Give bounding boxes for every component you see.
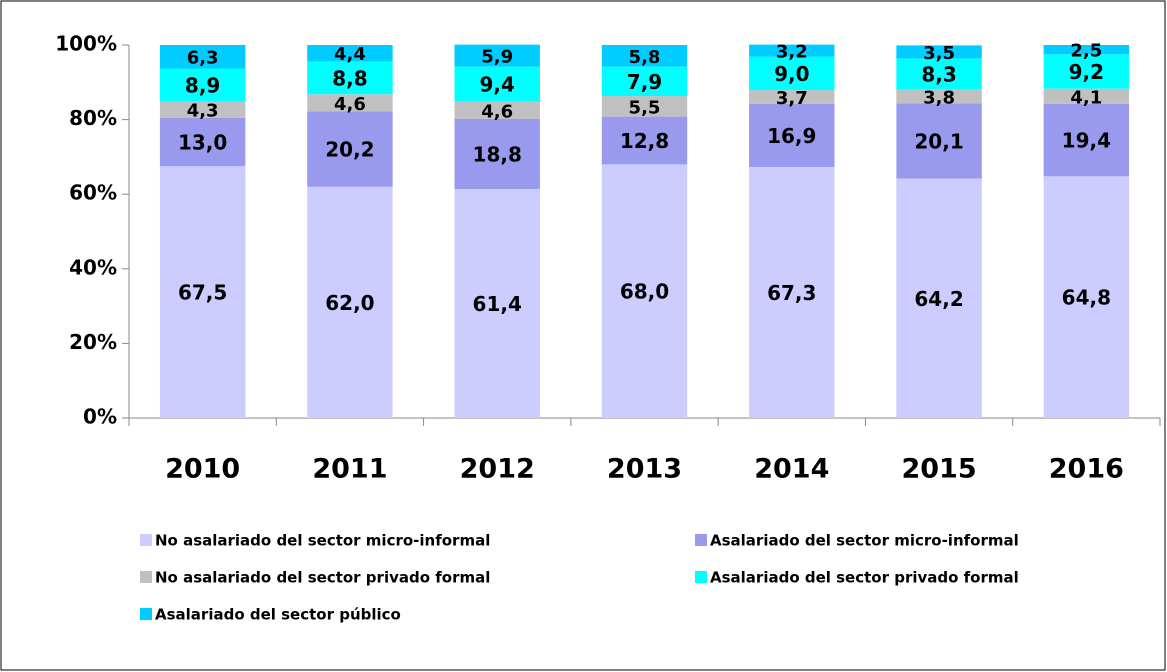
bar-segment [601, 45, 688, 67]
bar-segment [749, 44, 835, 57]
value-label: 5,8 [629, 47, 661, 68]
legend-label: Asalariado del sector privado formal [710, 569, 1019, 587]
bar-segment [159, 117, 246, 167]
bar-segment [1043, 54, 1130, 89]
legend-swatch [695, 571, 707, 583]
value-label: 64,2 [914, 287, 963, 311]
x-tick-label: 2010 [165, 454, 240, 485]
y-tick-label: 0% [83, 405, 117, 429]
value-label: 12,8 [620, 129, 669, 153]
bar-segment [454, 118, 540, 189]
bar-segment [307, 111, 393, 187]
value-label: 68,0 [620, 280, 669, 304]
bar-segment [749, 90, 835, 104]
legend-swatch [140, 571, 152, 583]
value-label: 9,4 [479, 73, 514, 97]
bar-segment [601, 116, 688, 165]
value-label: 18,8 [473, 142, 522, 166]
value-label: 5,5 [629, 97, 661, 118]
bar-segment [749, 103, 835, 167]
bar-segment [1043, 88, 1130, 104]
value-label: 64,8 [1062, 286, 1111, 310]
value-label: 62,0 [325, 291, 374, 315]
legend-label: No asalariado del sector micro-informal [155, 532, 490, 550]
value-label: 3,7 [776, 88, 808, 109]
bar-segment [896, 89, 982, 104]
bar-segment [159, 101, 246, 118]
y-tick-label: 60% [69, 181, 117, 205]
bar-segment [307, 45, 393, 62]
value-label: 8,9 [185, 74, 220, 98]
x-tick-label: 2015 [901, 454, 976, 485]
x-tick-label: 2014 [754, 454, 829, 485]
y-tick-label: 80% [69, 106, 117, 130]
legend-swatch [140, 534, 152, 546]
x-tick-label: 2012 [460, 454, 535, 485]
value-label: 8,8 [332, 66, 367, 90]
bar-segment [159, 45, 246, 69]
value-label: 7,9 [627, 70, 662, 94]
x-tick-label: 2011 [312, 454, 387, 485]
bar-segment [307, 186, 393, 418]
value-label: 13,0 [178, 130, 227, 154]
y-tick-label: 40% [69, 255, 117, 279]
bar-segment [307, 94, 393, 112]
value-label: 4,3 [187, 101, 219, 122]
value-label: 61,4 [473, 292, 522, 316]
bar-segment [1043, 103, 1130, 177]
value-label: 67,5 [178, 281, 227, 305]
bar-segment [601, 66, 688, 97]
value-label: 4,1 [1070, 87, 1102, 108]
x-tick-label: 2016 [1049, 454, 1124, 485]
bar-segment [454, 101, 540, 119]
y-tick-label: 100% [55, 32, 117, 56]
bar-segment [601, 164, 688, 418]
value-label: 3,5 [923, 43, 955, 64]
bar-segment [159, 68, 246, 102]
value-label: 5,9 [481, 47, 513, 68]
value-label: 8,3 [921, 62, 956, 86]
legend-label: Asalariado del sector micro-informal [710, 532, 1019, 550]
value-label: 3,2 [776, 42, 808, 63]
value-label: 9,2 [1069, 60, 1104, 84]
bar-segment [896, 103, 982, 179]
value-label: 2,5 [1070, 41, 1102, 62]
bar-segment [749, 56, 835, 91]
y-tick-label: 20% [69, 330, 117, 354]
value-label: 19,4 [1062, 129, 1111, 153]
value-label: 4,6 [481, 101, 513, 122]
value-label: 20,1 [914, 130, 963, 154]
value-label: 3,8 [923, 87, 955, 108]
bar-segment [896, 178, 982, 418]
value-label: 4,6 [334, 94, 366, 115]
bar-segment [307, 61, 393, 95]
value-label: 6,3 [187, 48, 219, 69]
legend-label: Asalariado del sector público [155, 606, 401, 624]
bar-segment [159, 166, 246, 418]
legend-swatch [695, 534, 707, 546]
x-tick-label: 2013 [607, 454, 682, 485]
value-label: 16,9 [767, 124, 816, 148]
bar-segment [896, 45, 982, 59]
value-label: 67,3 [767, 281, 816, 305]
bar-segment [1043, 45, 1130, 55]
value-label: 20,2 [325, 138, 374, 162]
value-label: 9,0 [774, 62, 809, 86]
bar-segment [601, 96, 688, 117]
bar-segment [749, 166, 835, 418]
bar-segment [454, 44, 540, 67]
legend-label: No asalariado del sector privado formal [155, 569, 490, 587]
bar-segment [896, 58, 982, 90]
bar-segment [1043, 176, 1130, 418]
value-label: 4,4 [334, 44, 366, 65]
bar-segment [454, 188, 540, 418]
legend-swatch [140, 608, 152, 620]
bar-segment [454, 66, 540, 102]
